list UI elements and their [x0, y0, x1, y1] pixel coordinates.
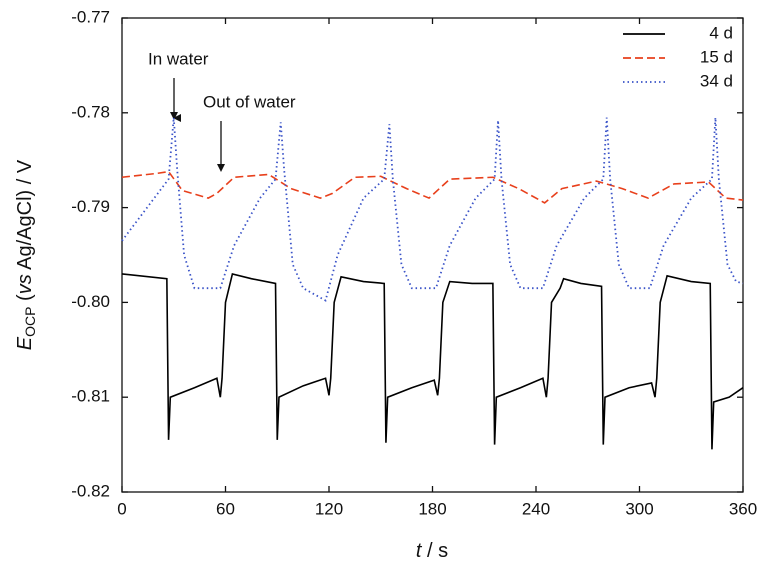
legend-label: 34 d — [700, 71, 733, 90]
y-tick-label: -0.78 — [71, 102, 110, 121]
y-tick-label: -0.80 — [71, 292, 110, 311]
x-tick-label: 300 — [625, 499, 653, 518]
annotation-arrowhead — [170, 112, 178, 120]
legend-label: 15 d — [700, 47, 733, 66]
y-label-post: Ag/AgCl) / V — [14, 159, 36, 274]
data-line — [121, 117, 744, 302]
plot-frame — [121, 17, 744, 493]
annotation: Out of water — [203, 92, 296, 111]
x-tick-label: 360 — [729, 499, 757, 518]
x-tick-label: 240 — [522, 499, 550, 518]
annotation-arrowhead — [217, 164, 225, 172]
legend-label: 4 d — [709, 23, 733, 42]
x-tick-label: 0 — [117, 499, 126, 518]
x-tick-label: 120 — [315, 499, 343, 518]
y-label-subscript: OCP — [22, 307, 38, 337]
x-label-symbol: t — [416, 540, 423, 562]
data-line — [121, 272, 744, 450]
x-tick-label: 180 — [418, 499, 446, 518]
y-tick-label: -0.81 — [71, 387, 110, 406]
y-axis-label: EOCP (vs Ag/AgCl) / V — [14, 159, 37, 350]
data-line — [121, 170, 744, 204]
x-axis-label: t / s — [416, 540, 448, 562]
x-tick-label: 60 — [216, 499, 235, 518]
x-label-text: / s — [421, 540, 448, 562]
y-tick-label: -0.82 — [71, 481, 110, 500]
y-label-symbol: E — [14, 336, 36, 350]
y-label-pre: ( — [14, 294, 36, 307]
annotation: In water — [148, 49, 209, 68]
y-tick-label: -0.79 — [71, 197, 110, 216]
y-tick-label: -0.77 — [71, 7, 110, 26]
y-label-italic: vs — [14, 274, 36, 294]
